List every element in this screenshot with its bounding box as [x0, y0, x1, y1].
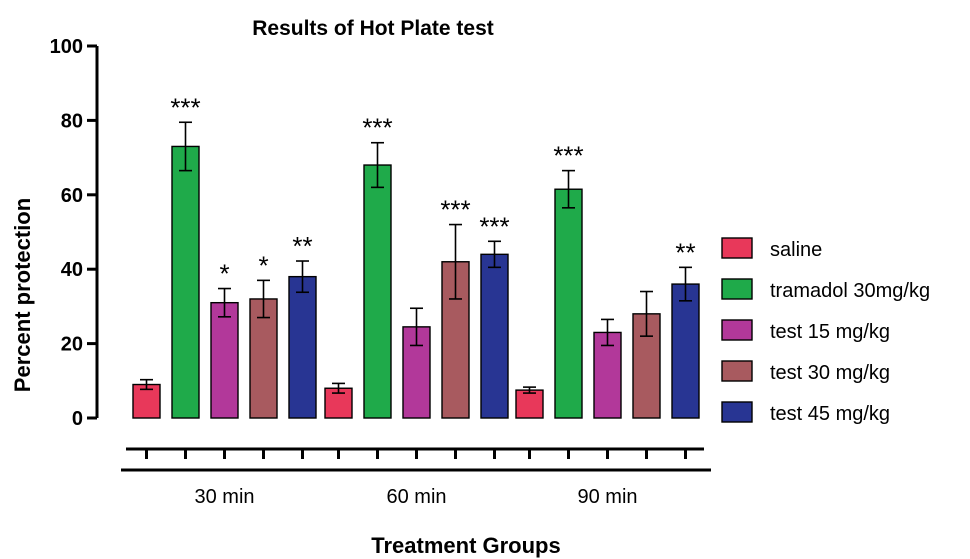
significance-label: ***: [170, 92, 200, 122]
bar: [211, 303, 238, 418]
bars: **** *****************: [133, 92, 699, 418]
bar: [516, 390, 543, 418]
y-tick-label: 60: [61, 185, 83, 207]
significance-label: ***: [479, 211, 509, 241]
legend-label: tramadol 30mg/kg: [770, 280, 930, 302]
bar: [481, 254, 508, 418]
y-axis-title: Percent protection: [10, 198, 35, 392]
y-tick-label: 20: [61, 334, 83, 356]
legend: saline tramadol 30mg/kg test 15 mg/kg test …: [722, 238, 930, 425]
y-tick-label: 0: [72, 408, 83, 430]
significance-label: *: [258, 250, 268, 280]
x-axis-title: Treatment Groups: [371, 533, 560, 558]
significance-label: **: [675, 237, 695, 267]
bar: [289, 277, 316, 418]
legend-label: test 45 mg/kg: [770, 403, 890, 425]
legend-label: test 15 mg/kg: [770, 321, 890, 343]
bar: [672, 284, 699, 418]
legend-label: saline: [770, 239, 822, 261]
legend-swatch: [722, 361, 752, 381]
significance-label: **: [292, 231, 312, 261]
y-tick-label: 100: [50, 36, 83, 58]
x-category-label: 30 min: [194, 486, 254, 508]
legend-swatch: [722, 238, 752, 258]
significance-label: ***: [362, 113, 392, 143]
legend-swatch: [722, 320, 752, 340]
legend-label: test 30 mg/kg: [770, 362, 890, 384]
chart-title: Results of Hot Plate test: [252, 17, 494, 40]
significance-label: ***: [553, 141, 583, 171]
significance-label: *: [219, 259, 229, 289]
bar: [172, 146, 199, 418]
x-category-label: 90 min: [577, 486, 637, 508]
y-tick-label: 80: [61, 110, 83, 132]
significance-label: ***: [440, 195, 470, 225]
x-category-label: 60 min: [386, 486, 446, 508]
bar: [555, 189, 582, 418]
bar: [364, 165, 391, 418]
y-tick-label: 40: [61, 259, 83, 281]
legend-swatch: [722, 402, 752, 422]
legend-swatch: [722, 279, 752, 299]
